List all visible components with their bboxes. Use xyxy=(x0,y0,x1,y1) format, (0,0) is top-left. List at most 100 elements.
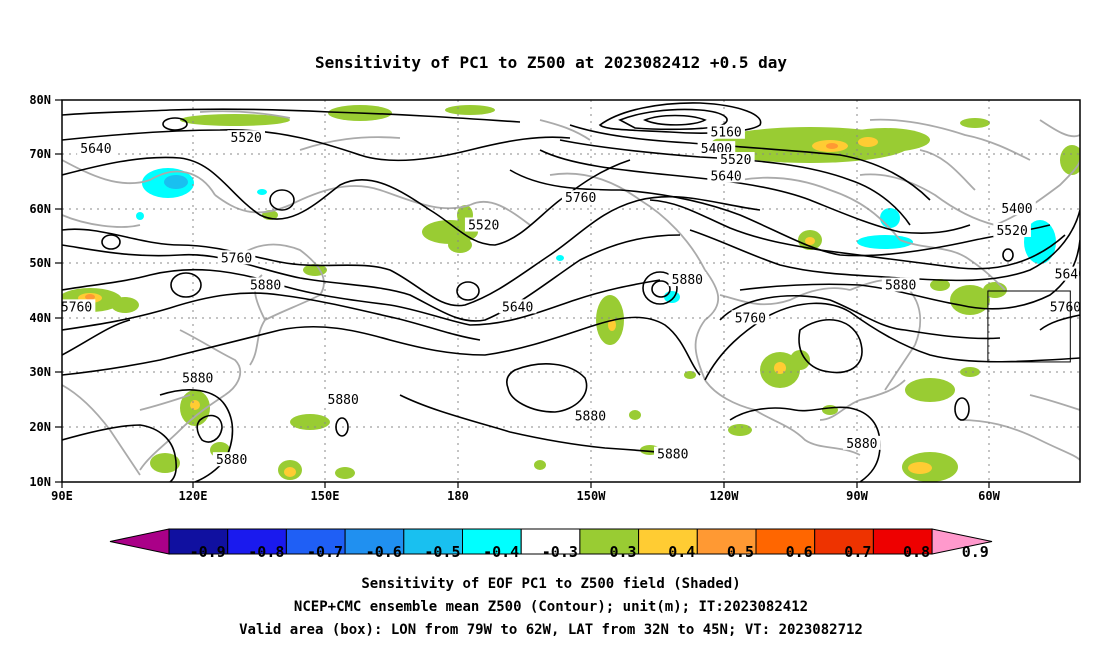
contour-label: 5160 xyxy=(710,126,741,141)
contour-label: 5640 xyxy=(502,300,533,315)
colorbar-tick-label: -0.8 xyxy=(248,543,284,561)
contour-label-bg xyxy=(697,141,736,156)
contour-label-bg xyxy=(464,217,503,232)
contour-label-bg xyxy=(62,299,96,314)
contour-label-bg xyxy=(77,141,115,156)
contour-label-bg xyxy=(993,222,1031,237)
colorbar-tick-label: 0.6 xyxy=(786,543,813,561)
contour-label-bg xyxy=(561,190,600,205)
colorbar-min-arrow xyxy=(109,528,170,555)
contour-label-bg xyxy=(498,299,537,314)
colorbar-tick-label: -0.9 xyxy=(190,543,226,561)
colorbar-tick-label: 0.7 xyxy=(844,543,871,561)
contour-label: 5880 xyxy=(575,410,606,425)
colorbar-swatch xyxy=(227,528,287,555)
caption-line-2: NCEP+CMC ensemble mean Z500 (Contour); u… xyxy=(294,599,808,615)
contour-label-bg xyxy=(843,435,881,450)
colorbar-swatch xyxy=(462,528,522,555)
colorbar-tick-label: -0.3 xyxy=(542,543,578,561)
contour-label: 5520 xyxy=(231,131,262,146)
contour-label-bg xyxy=(178,370,217,385)
caption-line-1: Sensitivity of EOF PC1 to Z500 field (Sh… xyxy=(361,576,740,592)
contour-label-bg xyxy=(1090,338,1100,352)
lon-label: 180 xyxy=(447,489,469,503)
colorbar-tick-label: -0.7 xyxy=(307,543,343,561)
contour-label-bg xyxy=(998,201,1036,216)
contour-label-bg xyxy=(1051,266,1080,281)
lat-label: 80N xyxy=(29,93,51,107)
colorbar-max-arrow xyxy=(931,528,993,555)
contour-label: 5880 xyxy=(672,273,703,288)
colorbar-swatch xyxy=(168,528,229,555)
contour-label: 5640 xyxy=(710,169,741,184)
colorbar-swatch xyxy=(696,528,757,555)
contour-label: 5400 xyxy=(1001,202,1032,217)
contour-label: 5520 xyxy=(720,153,751,168)
map-frame xyxy=(61,99,1081,483)
valid-area-box xyxy=(987,290,1071,363)
contour-label: 5880 xyxy=(1093,339,1100,354)
colorbar-swatch xyxy=(638,528,698,555)
contour-label-bg xyxy=(654,446,692,461)
contour-label: 5760 xyxy=(221,251,252,266)
lon-axis-labels: 90E 120E 150E 180 150W 120W 90W 60W xyxy=(51,489,1000,503)
contour-label: 5760 xyxy=(1050,300,1081,315)
map-title: Sensitivity of PC1 to Z500 at 2023082412… xyxy=(315,53,787,72)
colorbar-tick-label: 0.9 xyxy=(962,543,989,561)
contour-label-bg xyxy=(707,168,745,183)
lat-label: 70N xyxy=(29,147,51,161)
colorbar-swatch xyxy=(285,528,346,555)
lat-axis-labels: 80N 70N 60N 50N 40N 30N 20N 10N xyxy=(29,93,51,489)
colorbar-tick-label: -0.4 xyxy=(483,543,519,561)
colorbar-tick-label: 0.3 xyxy=(610,543,637,561)
lat-lon-grid xyxy=(62,100,1080,482)
lon-label: 90W xyxy=(846,489,868,503)
colorbar-tick-label: 0.8 xyxy=(903,543,930,561)
colorbar-tick-label: 0.4 xyxy=(668,543,695,561)
axis-ticks xyxy=(55,99,990,488)
contour-label: 5760 xyxy=(61,300,92,315)
lat-label: 20N xyxy=(29,420,51,434)
contour-label: 5880 xyxy=(657,448,688,463)
contour-label-bg xyxy=(1046,299,1080,314)
lat-label: 30N xyxy=(29,365,51,379)
contour-label: 5640 xyxy=(1055,268,1086,283)
lon-label: 150E xyxy=(311,489,340,503)
contour-label-bg xyxy=(212,452,251,467)
lon-label: 90E xyxy=(51,489,73,503)
contour-label: 5880 xyxy=(182,371,213,386)
contour-label-bg xyxy=(731,310,770,325)
map-plot-area: 5520564051605400552056405760552057605880… xyxy=(61,100,1100,482)
z500-closed-contours xyxy=(101,117,1014,437)
colorbar-swatch xyxy=(403,528,463,555)
contour-label: 5880 xyxy=(885,279,916,294)
lat-label: 10N xyxy=(29,475,51,489)
lat-label: 60N xyxy=(29,202,51,216)
contour-label-bg xyxy=(571,408,610,423)
contour-label-bg xyxy=(881,277,920,292)
colorbar-tick-label: -0.6 xyxy=(366,543,402,561)
contour-label: 5880 xyxy=(846,437,877,452)
colorbar-tick-label: -0.5 xyxy=(424,543,460,561)
contour-label: 5640 xyxy=(80,142,111,157)
lon-label: 120E xyxy=(179,489,208,503)
colorbar-swatch xyxy=(755,528,816,555)
caption-line-3: Valid area (box): LON from 79W to 62W, L… xyxy=(239,622,863,638)
lon-label: 120W xyxy=(710,489,740,503)
colorbar-swatch xyxy=(872,528,933,555)
lat-label: 40N xyxy=(29,311,51,325)
contour-label-bg xyxy=(217,250,256,265)
coastlines xyxy=(62,110,1080,476)
colorbar: -0.9 -0.8 -0.7 -0.6 -0.5 -0.4 -0.3 0.3 0.4 0.5 0.6… xyxy=(109,528,993,561)
contour-label-bg xyxy=(324,392,362,407)
contour-label: 5880 xyxy=(328,393,359,408)
colorbar-tick-label: 0.5 xyxy=(727,543,754,561)
contour-label-bg xyxy=(707,124,745,139)
contour-label: 5520 xyxy=(996,224,1027,239)
contour-labels: 5520564051605400552056405760552057605880… xyxy=(61,124,1100,468)
contour-label: 5880 xyxy=(250,279,281,294)
colorbar-swatch xyxy=(520,528,581,555)
contour-label: 5520 xyxy=(468,219,499,234)
contour-label: 5760 xyxy=(735,311,766,326)
